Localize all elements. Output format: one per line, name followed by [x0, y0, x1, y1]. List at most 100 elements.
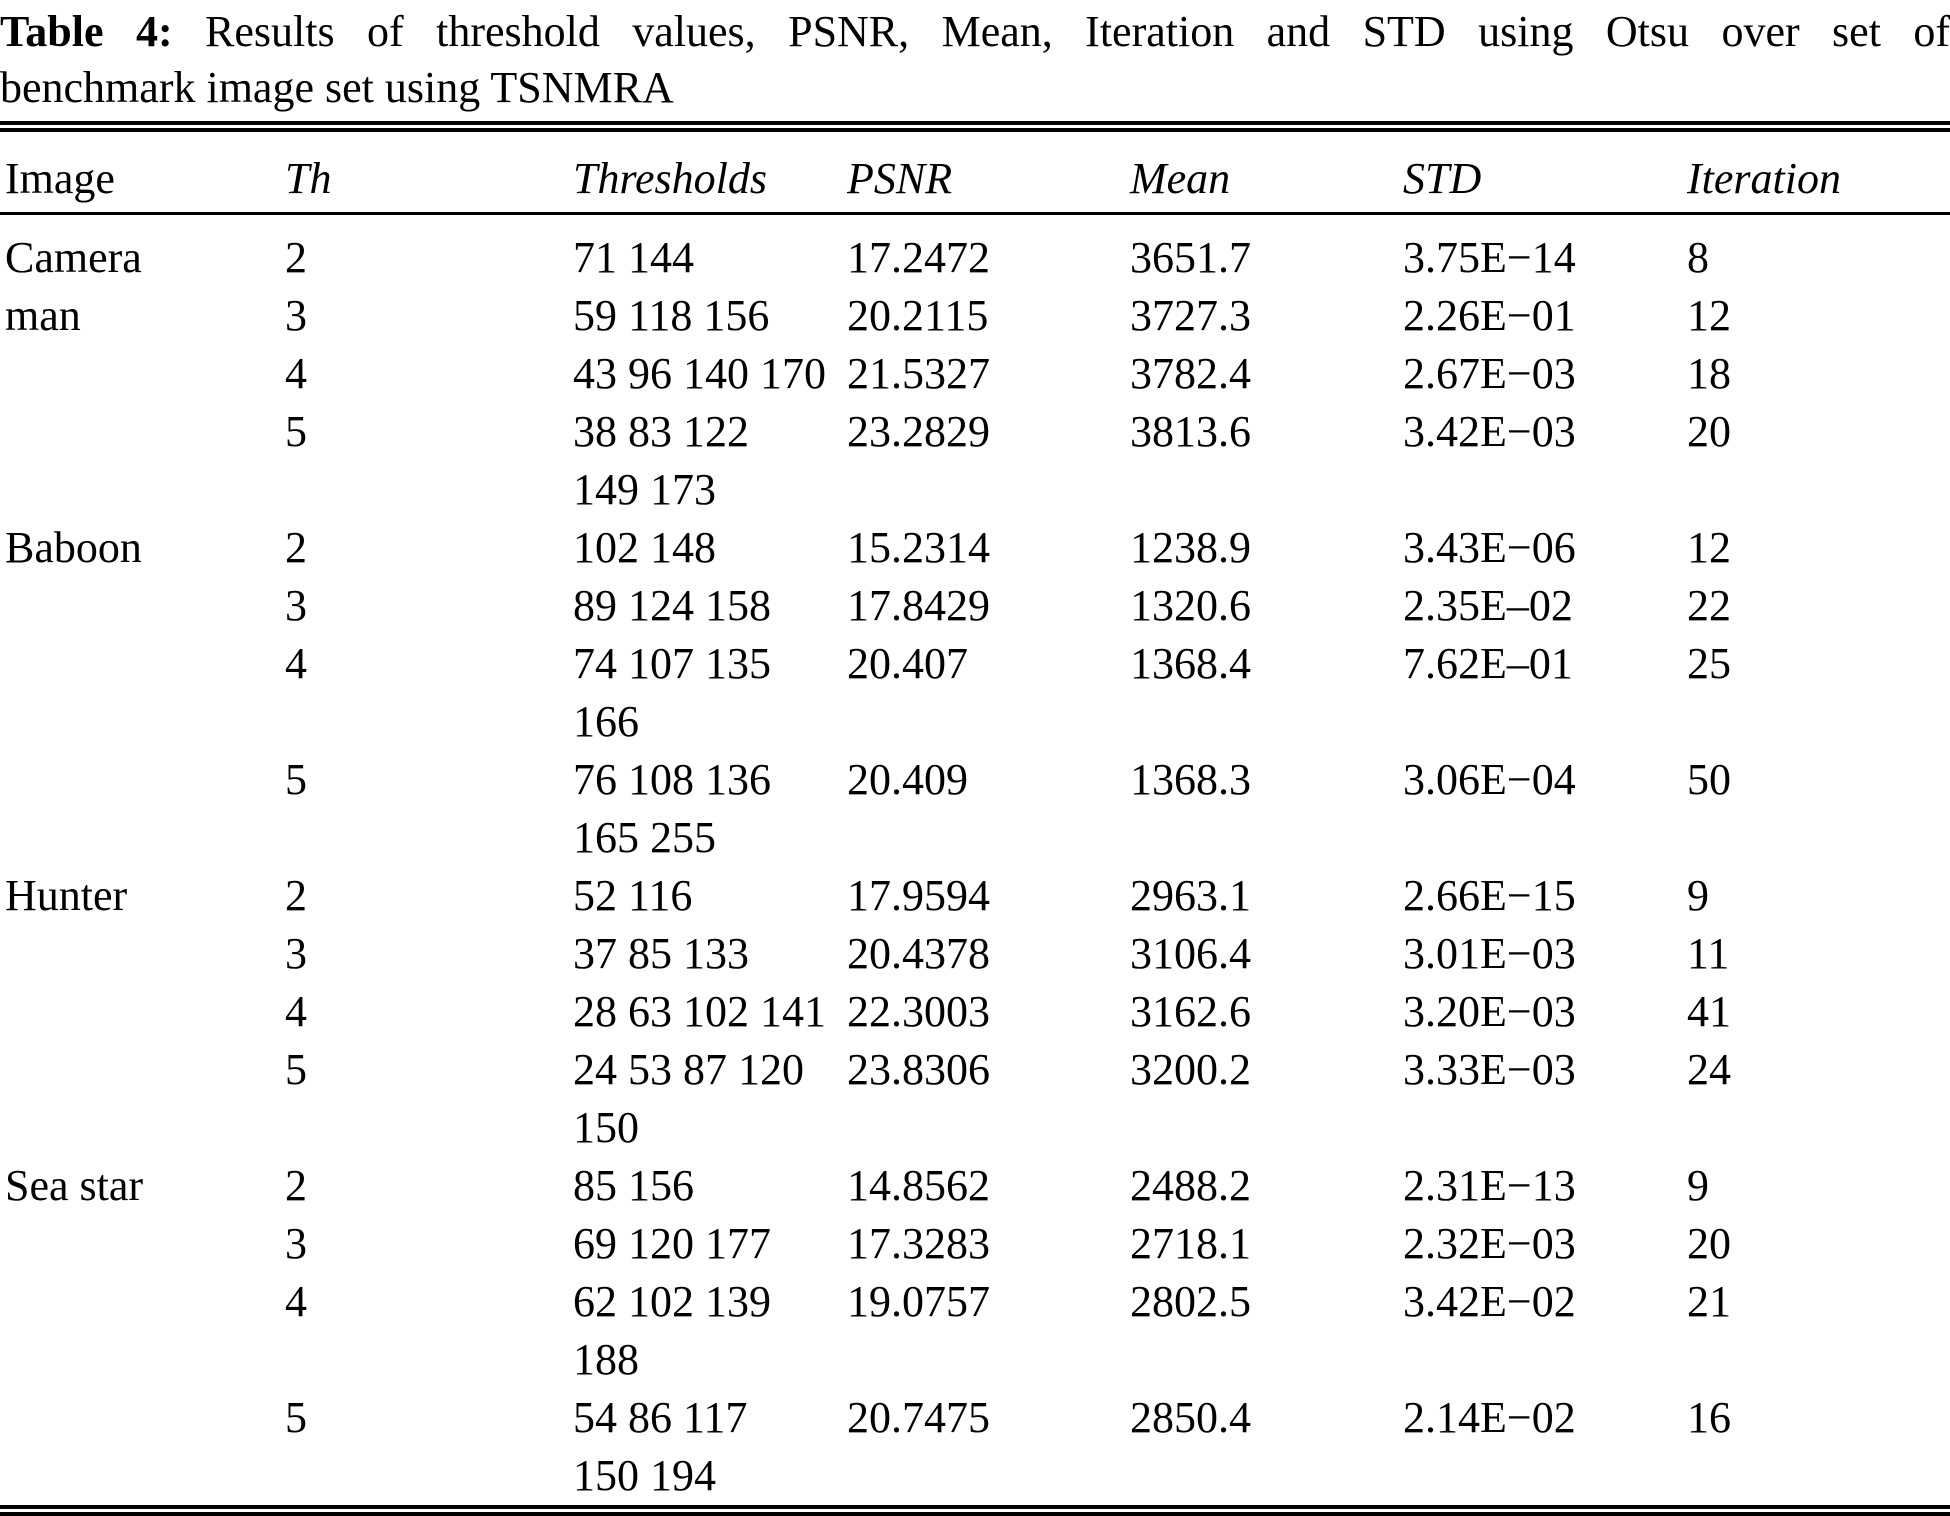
cell-psnr: 15.2314: [847, 523, 990, 572]
cell-psnr: 17.2472: [847, 233, 990, 282]
table-row: 3 69 120 177 17.3283 2718.1 2.32E−03 20: [0, 1215, 1950, 1273]
cell-thresholds: 74 107 135 166: [573, 635, 847, 751]
cell-psnr: 19.0757: [847, 1277, 990, 1326]
cell-std: 3.20E−03: [1403, 987, 1576, 1036]
cell-std: 2.67E−03: [1403, 349, 1576, 398]
cell-mean: 2802.5: [1130, 1277, 1251, 1326]
cell-thresholds-line: 38 83 122: [573, 407, 749, 456]
column-header-mean: Mean: [1130, 132, 1403, 215]
table-row: 5 38 83 122 149 173 23.2829 3813.6 3.42E−03 20: [0, 403, 1950, 519]
cell-std: 2.32E−03: [1403, 1219, 1576, 1268]
cell-thresholds-line: 62 102 139: [573, 1277, 771, 1326]
cell-mean: 3782.4: [1130, 349, 1251, 398]
cell-mean: 1238.9: [1130, 523, 1251, 572]
cell-image: Sea star: [5, 1161, 144, 1210]
cell-iteration: 20: [1687, 1219, 1731, 1268]
cell-std: 2.14E−02: [1403, 1393, 1576, 1442]
header-row: Image Th Thresholds PSNR Mean STD Iterat…: [0, 132, 1950, 215]
cell-th: 3: [285, 581, 307, 630]
cell-mean: 3813.6: [1130, 407, 1251, 456]
cell-mean: 3162.6: [1130, 987, 1251, 1036]
cell-psnr: 23.8306: [847, 1045, 990, 1094]
cell-th: 3: [285, 1219, 307, 1268]
cell-std: 3.42E−02: [1403, 1277, 1576, 1326]
table-row: 4 28 63 102 141 22.3003 3162.6 3.20E−03 41: [0, 983, 1950, 1041]
cell-std: 2.26E−01: [1403, 291, 1576, 340]
table-row: 4 74 107 135 166 20.407 1368.4 7.62E–01 25: [0, 635, 1950, 751]
cell-std: 3.43E−06: [1403, 523, 1576, 572]
cell-thresholds: 43 96 140 170: [573, 345, 847, 403]
cell-image: [0, 1389, 285, 1505]
cell-psnr: 17.3283: [847, 1219, 990, 1268]
cell-thresholds: 59 118 156: [573, 287, 847, 345]
cell-mean: 1368.3: [1130, 755, 1251, 804]
cell-mean: 3200.2: [1130, 1045, 1251, 1094]
cell-image: [0, 1041, 285, 1157]
cell-iteration: 50: [1687, 755, 1731, 804]
column-header-iteration: Iteration: [1687, 132, 1950, 215]
cell-th: 3: [285, 929, 307, 978]
table-caption-line2: benchmark image set using TSNMRA: [0, 63, 674, 112]
cell-thresholds-line: 71 144: [573, 233, 694, 282]
cell-image: [0, 635, 285, 751]
cell-image: man: [5, 291, 81, 340]
column-header-image: Image: [0, 132, 285, 215]
cell-th: 5: [285, 755, 307, 804]
table-row: 4 62 102 139 188 19.0757 2802.5 3.42E−02 21: [0, 1273, 1950, 1389]
cell-std: 3.42E−03: [1403, 407, 1576, 456]
cell-mean: 2718.1: [1130, 1219, 1251, 1268]
table-row: 4 43 96 140 170 21.5327 3782.4 2.67E−03 18: [0, 345, 1950, 403]
cell-iteration: 11: [1687, 929, 1730, 978]
cell-psnr: 17.8429: [847, 581, 990, 630]
cell-thresholds-line: 52 116: [573, 871, 693, 920]
cell-thresholds: 76 108 136 165 255: [573, 751, 847, 867]
cell-thresholds: 85 156: [573, 1157, 847, 1215]
cell-psnr: 22.3003: [847, 987, 990, 1036]
cell-image: [0, 577, 285, 635]
table-top-rule: [0, 121, 1950, 132]
cell-mean: 3651.7: [1130, 233, 1251, 282]
table-row: 5 54 86 117 150 194 20.7475 2850.4 2.14E−02 16: [0, 1389, 1950, 1505]
cell-thresholds: 69 120 177: [573, 1215, 847, 1273]
cell-mean: 1320.6: [1130, 581, 1251, 630]
cell-th: 5: [285, 1393, 307, 1442]
cell-thresholds: 38 83 122 149 173: [573, 403, 847, 519]
cell-psnr: 20.2115: [847, 291, 989, 340]
column-header-std: STD: [1403, 132, 1687, 215]
cell-image: Hunter: [5, 871, 128, 920]
cell-thresholds-line: 85 156: [573, 1161, 694, 1210]
cell-image: [0, 751, 285, 867]
cell-thresholds-line: 74 107 135: [573, 639, 771, 688]
cell-image: [0, 1273, 285, 1389]
cell-psnr: 14.8562: [847, 1161, 990, 1210]
table-body: Camera 2 71 144 17.2472 3651.7 3.75E−14 8 man 3 5…: [0, 214, 1950, 1506]
cell-iteration: 24: [1687, 1045, 1731, 1094]
cell-mean: 3727.3: [1130, 291, 1251, 340]
cell-iteration: 22: [1687, 581, 1731, 630]
cell-image: Camera: [5, 233, 142, 282]
cell-iteration: 16: [1687, 1393, 1731, 1442]
cell-psnr: 20.407: [847, 639, 968, 688]
cell-thresholds-line: 37 85 133: [573, 929, 749, 978]
table-caption-label: Table 4:: [0, 7, 173, 56]
cell-std: 3.75E−14: [1403, 233, 1576, 282]
cell-mean: 2488.2: [1130, 1161, 1251, 1210]
cell-image: [0, 925, 285, 983]
cell-thresholds-line: 102 148: [573, 523, 716, 572]
column-header-th: Th: [285, 132, 573, 215]
cell-psnr: 21.5327: [847, 349, 990, 398]
cell-iteration: 20: [1687, 407, 1731, 456]
cell-psnr: 20.409: [847, 755, 968, 804]
cell-thresholds-line: 150: [573, 1103, 639, 1152]
table-row: man 3 59 118 156 20.2115 3727.3 2.26E−01 12: [0, 287, 1950, 345]
cell-th: 2: [285, 1161, 307, 1210]
cell-thresholds-line: 54 86 117: [573, 1393, 748, 1442]
cell-psnr: 20.4378: [847, 929, 990, 978]
cell-th: 4: [285, 987, 307, 1036]
cell-std: 2.35E–02: [1403, 581, 1573, 630]
cell-iteration: 8: [1687, 233, 1709, 282]
cell-thresholds-line: 89 124 158: [573, 581, 771, 630]
column-header-psnr: PSNR: [847, 132, 1130, 215]
cell-thresholds-line: 76 108 136: [573, 755, 771, 804]
cell-std: 2.66E−15: [1403, 871, 1576, 920]
